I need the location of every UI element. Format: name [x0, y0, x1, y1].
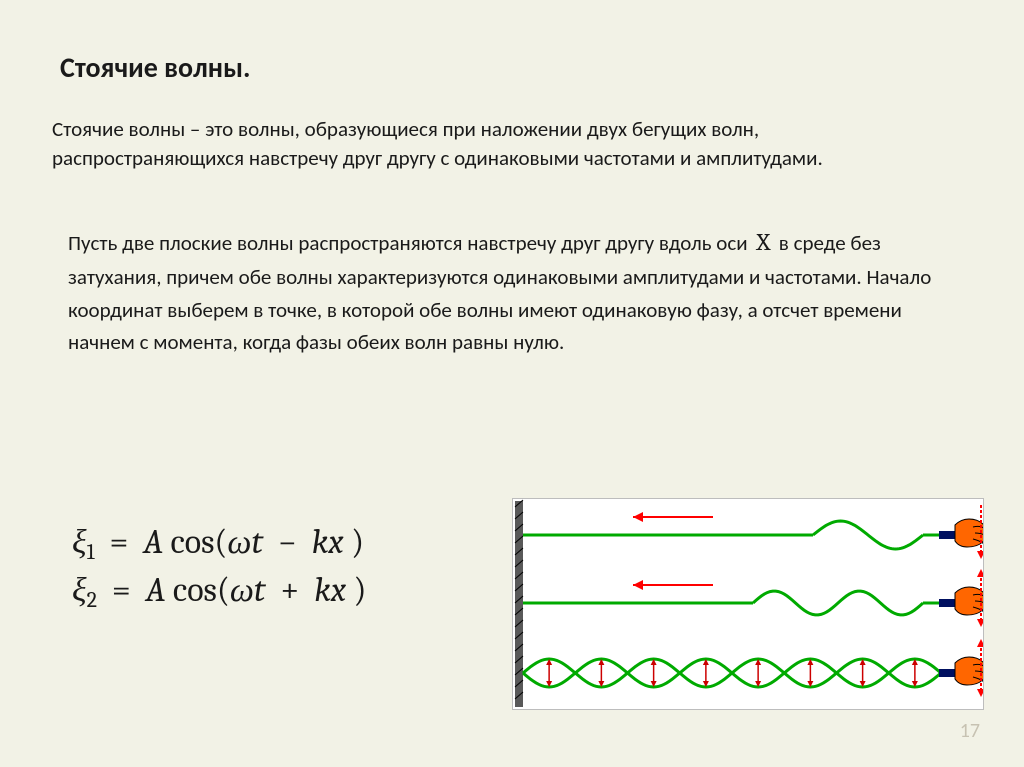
cos: cos [173, 570, 217, 610]
lparen: ( [214, 522, 227, 562]
xi-symbol: ξ [72, 522, 87, 562]
wave-svg [513, 499, 983, 709]
slide-title: Стоячие волны. [60, 50, 974, 85]
amplitude-a: A [146, 570, 166, 610]
axis-x-symbol: X [752, 228, 774, 256]
definition-paragraph: Стоячие волны – это волны, образующиеся … [52, 115, 932, 174]
amplitude-a: A [143, 522, 163, 562]
k: k [314, 570, 331, 610]
t: t [254, 570, 266, 610]
rparen: ) [354, 570, 367, 610]
wave-equations: ξ1 = A cos(ωt − kx ) ξ2 = A cos(ωt + kx … [72, 520, 367, 615]
page-number: 17 [960, 719, 980, 743]
equals: = [110, 522, 129, 562]
equals: = [112, 570, 131, 610]
equation-2: ξ2 = A cos(ωt + kx ) [72, 568, 367, 616]
minus: − [278, 522, 297, 562]
setup-paragraph: Пусть две плоские волны распространяются… [68, 224, 968, 359]
omega: ω [230, 570, 254, 610]
x: x [331, 570, 346, 610]
equation-1: ξ1 = A cos(ωt − kx ) [72, 520, 367, 568]
plus: + [280, 570, 299, 610]
x: x [328, 522, 343, 562]
k: k [312, 522, 329, 562]
para2-part-a: Пусть две плоские волны распространяются… [68, 230, 752, 256]
xi-symbol: ξ [72, 570, 87, 610]
cos: cos [170, 522, 214, 562]
sub-1: 1 [87, 539, 95, 565]
wave-diagram [512, 498, 984, 710]
t: t [251, 522, 263, 562]
rparen: ) [351, 522, 364, 562]
sub-2: 2 [87, 587, 97, 613]
omega: ω [227, 522, 251, 562]
lparen: ( [217, 570, 230, 610]
